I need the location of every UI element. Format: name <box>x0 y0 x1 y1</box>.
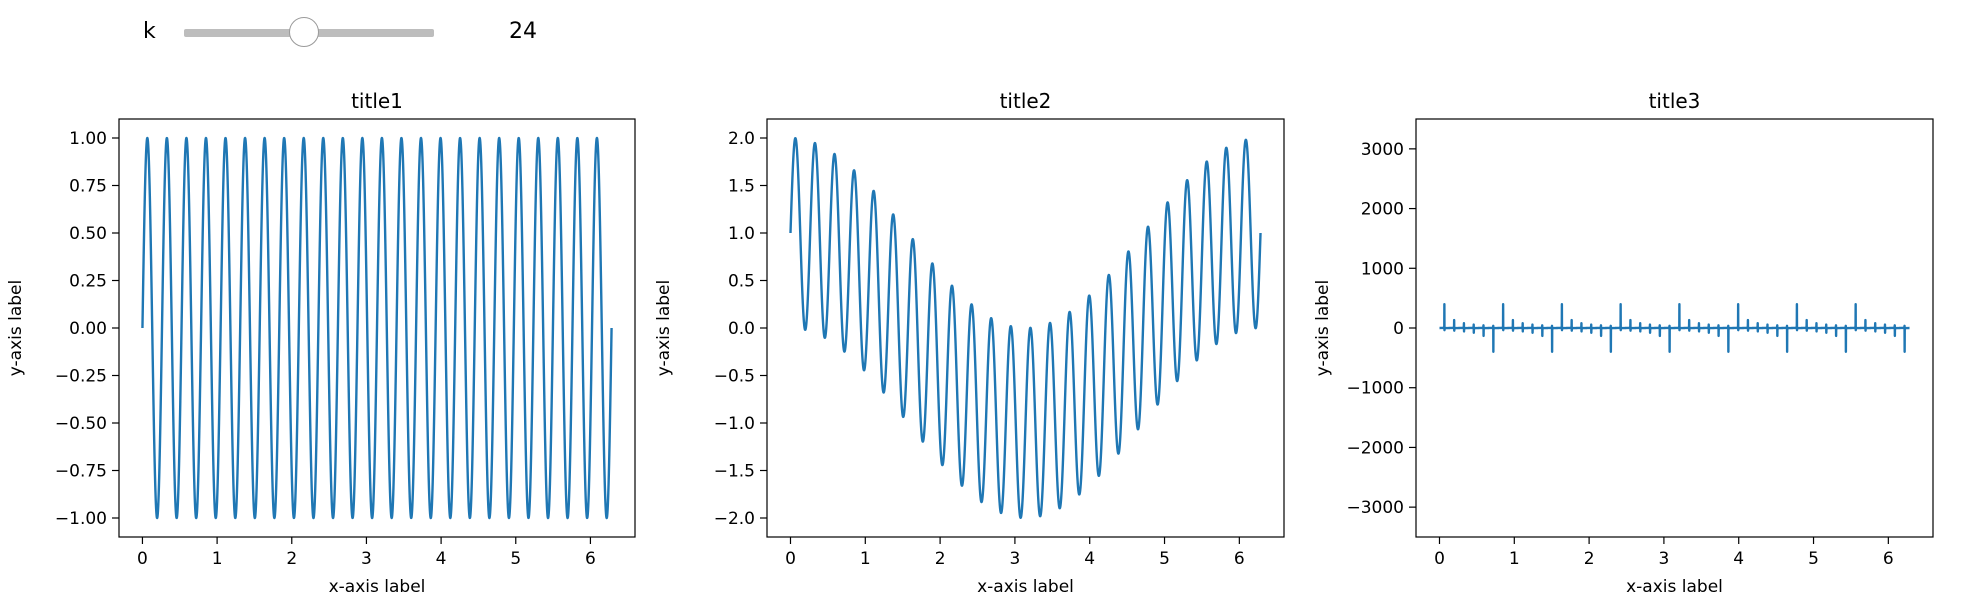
chart-title: title1 <box>351 89 403 113</box>
x-tick-label: 0 <box>785 549 796 569</box>
x-tick-label: 4 <box>436 549 447 569</box>
x-tick-label: 4 <box>1084 549 1095 569</box>
y-tick-label: −0.25 <box>55 367 107 387</box>
x-tick-label: 0 <box>137 549 148 569</box>
x-tick-label: 5 <box>510 549 521 569</box>
x-tick-label: 1 <box>1509 549 1520 569</box>
y-axis-label: y-axis label <box>6 280 26 376</box>
chart-2: 0 1 2 3 4 5 6 2.0 1.5 1.0 0.5 0.0 −0.5 −1.0 −1.5 −2.0 ti… <box>654 89 1285 597</box>
x-tick-label: 0 <box>1434 549 1445 569</box>
x-tick-label: 3 <box>1659 549 1670 569</box>
y-tick-label: 1000 <box>1361 259 1404 279</box>
y-tick-label: −3000 <box>1346 498 1404 518</box>
series-line <box>141 136 613 520</box>
y-tick-label: 0.5 <box>728 272 755 292</box>
y-tick-label: 3000 <box>1361 140 1404 160</box>
chart-1: 0 1 2 3 4 5 6 1.00 0.75 0.50 0.25 0.00 −0.25 −0.50 −0.… <box>6 89 636 597</box>
y-tick-label: 0.25 <box>69 272 107 292</box>
x-tick-label: 3 <box>1010 549 1021 569</box>
slider-value: 24 <box>509 19 537 44</box>
x-tick-label: 4 <box>1733 549 1744 569</box>
series-line <box>789 137 1262 519</box>
y-tick-label: 0.50 <box>69 224 107 244</box>
x-tick-label: 6 <box>585 549 596 569</box>
x-tick-label: 5 <box>1808 549 1819 569</box>
y-tick-label: −1.5 <box>714 462 755 482</box>
x-axis-label: x-axis label <box>977 577 1074 597</box>
y-tick-label: −1.0 <box>714 414 755 434</box>
x-axis-label: x-axis label <box>329 577 426 597</box>
series-line <box>1438 303 1911 353</box>
y-tick-label: 0.75 <box>69 177 107 197</box>
y-tick-label: 1.00 <box>69 129 107 149</box>
y-tick-label: 0.0 <box>728 319 755 339</box>
y-tick-label: 2.0 <box>728 129 755 149</box>
y-tick-label: −1000 <box>1346 379 1404 399</box>
x-tick-label: 6 <box>1234 549 1245 569</box>
k-slider-widget: k 24 <box>0 0 700 70</box>
x-tick-label: 1 <box>860 549 871 569</box>
chart-3: 0 1 2 3 4 5 6 3000 2000 1000 0 −1000 −2000 −3000 title… <box>1313 89 1934 597</box>
y-tick-label: −0.50 <box>55 414 107 434</box>
y-tick-label: 2000 <box>1361 200 1404 220</box>
x-tick-label: 6 <box>1883 549 1894 569</box>
axes-frame <box>766 118 1285 538</box>
x-tick-label: 2 <box>1584 549 1595 569</box>
y-tick-label: −0.75 <box>55 462 107 482</box>
y-tick-label: −0.5 <box>714 367 755 387</box>
x-tick-label: 1 <box>212 549 223 569</box>
y-tick-label: 0.00 <box>69 319 107 339</box>
x-tick-label: 5 <box>1159 549 1170 569</box>
y-tick-label: −2000 <box>1346 438 1404 458</box>
y-axis-label: y-axis label <box>654 280 674 376</box>
y-tick-label: 1.0 <box>728 224 755 244</box>
chart-title: title3 <box>1649 89 1701 113</box>
y-tick-label: 1.5 <box>728 177 755 197</box>
y-axis-label: y-axis label <box>1313 280 1333 376</box>
slider-thumb[interactable] <box>289 17 319 47</box>
y-tick-label: 0 <box>1393 319 1404 339</box>
x-tick-label: 2 <box>286 549 297 569</box>
x-axis-label: x-axis label <box>1626 577 1723 597</box>
x-tick-label: 3 <box>361 549 372 569</box>
y-tick-label: −2.0 <box>714 509 755 529</box>
slider-label: k <box>143 19 156 44</box>
x-tick-label: 2 <box>935 549 946 569</box>
chart-title: title2 <box>1000 89 1052 113</box>
y-tick-label: −1.00 <box>55 509 107 529</box>
